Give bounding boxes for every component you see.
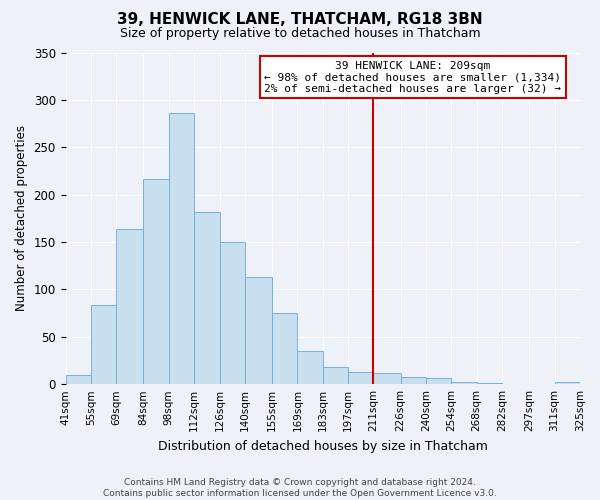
Bar (245, 277, 272, 384)
Bar (323, 367, 348, 384)
Text: 39, HENWICK LANE, THATCHAM, RG18 3BN: 39, HENWICK LANE, THATCHAM, RG18 3BN (117, 12, 483, 28)
Bar (554, 382, 580, 384)
Y-axis label: Number of detached properties: Number of detached properties (15, 126, 28, 312)
Bar (348, 372, 373, 384)
Bar (477, 383, 502, 384)
Text: 39 HENWICK LANE: 209sqm
← 98% of detached houses are smaller (1,334)
2% of semi-: 39 HENWICK LANE: 209sqm ← 98% of detache… (264, 61, 561, 94)
Bar (116, 229, 143, 384)
Bar (65, 374, 91, 384)
Text: Size of property relative to detached houses in Thatcham: Size of property relative to detached ho… (119, 28, 481, 40)
Bar (451, 382, 477, 384)
Text: Contains HM Land Registry data © Crown copyright and database right 2024.
Contai: Contains HM Land Registry data © Crown c… (103, 478, 497, 498)
Bar (194, 212, 220, 384)
Bar (426, 378, 451, 384)
Bar (401, 376, 426, 384)
Bar (373, 373, 401, 384)
Bar (91, 304, 116, 384)
Bar (143, 178, 169, 384)
Bar (169, 113, 194, 384)
X-axis label: Distribution of detached houses by size in Thatcham: Distribution of detached houses by size … (158, 440, 488, 452)
Bar (272, 313, 298, 384)
Bar (220, 242, 245, 384)
Bar (298, 351, 323, 384)
